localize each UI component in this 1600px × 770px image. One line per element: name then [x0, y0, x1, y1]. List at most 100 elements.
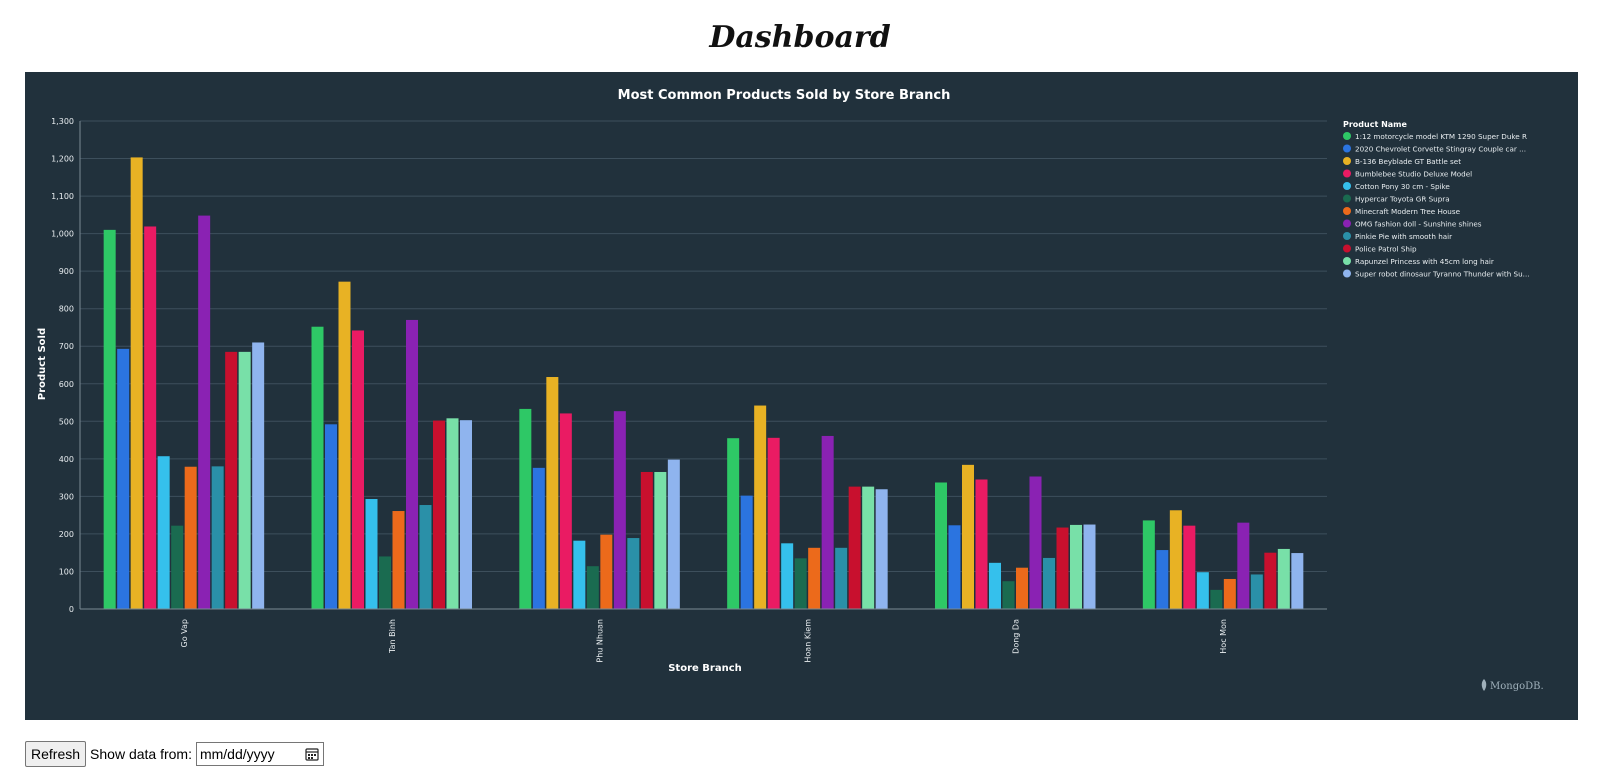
bar[interactable] — [794, 558, 807, 609]
bar[interactable] — [446, 418, 459, 609]
bar[interactable] — [338, 281, 351, 609]
bar[interactable] — [238, 351, 251, 609]
date-placeholder: mm/dd/yyyy — [199, 746, 275, 762]
bar[interactable] — [352, 330, 364, 609]
bar[interactable] — [835, 547, 848, 609]
bar[interactable] — [1156, 550, 1169, 609]
bar[interactable] — [754, 405, 767, 609]
bar[interactable] — [1250, 574, 1263, 609]
bar[interactable] — [1223, 578, 1236, 609]
legend-item-label[interactable]: Bumblebee Studio Deluxe Model — [1355, 170, 1472, 179]
date-input[interactable]: mm/dd/yyyy — [195, 742, 324, 766]
bar[interactable] — [211, 466, 224, 609]
bar[interactable] — [1002, 581, 1015, 609]
bar[interactable] — [419, 505, 432, 609]
bar[interactable] — [1183, 525, 1196, 609]
bar[interactable] — [781, 543, 794, 609]
bar[interactable] — [875, 489, 888, 609]
date-filter-label: Show data from: — [90, 746, 192, 762]
bar[interactable] — [252, 342, 265, 609]
legend-swatch — [1343, 244, 1351, 253]
bar[interactable] — [1210, 589, 1223, 609]
bar[interactable] — [1070, 524, 1082, 609]
bar[interactable] — [627, 538, 640, 609]
legend-item-label[interactable]: Super robot dinosaur Tyranno Thunder wit… — [1355, 270, 1530, 279]
x-tick-label: Hoan Kiem — [803, 619, 812, 663]
bar[interactable] — [379, 556, 391, 609]
bar[interactable] — [962, 464, 974, 609]
bar[interactable] — [198, 215, 211, 609]
bar[interactable] — [640, 471, 653, 609]
x-axis-label: Store Branch — [668, 663, 742, 674]
bar[interactable] — [848, 486, 861, 609]
bar[interactable] — [654, 471, 667, 609]
legend-item-label[interactable]: B-136 Beyblade GT Battle set — [1355, 157, 1461, 166]
legend-item-label[interactable]: Minecraft Modern Tree House — [1355, 207, 1461, 216]
bar[interactable] — [1264, 552, 1277, 609]
bar[interactable] — [325, 424, 337, 609]
legend-item-label[interactable]: Pinkie Pie with smooth hair — [1355, 232, 1452, 241]
bar[interactable] — [225, 351, 238, 609]
y-tick-label: 0 — [69, 605, 74, 614]
bar[interactable] — [144, 226, 157, 609]
bar[interactable] — [1029, 476, 1042, 609]
legend-item-label[interactable]: 2020 Chevrolet Corvette Stingray Couple … — [1355, 145, 1526, 154]
bar[interactable] — [184, 466, 197, 609]
bar[interactable] — [989, 562, 1001, 609]
bar[interactable] — [948, 525, 961, 609]
bar[interactable] — [433, 420, 445, 609]
bar[interactable] — [157, 456, 170, 609]
bar[interactable] — [392, 511, 405, 609]
bar[interactable] — [103, 229, 116, 609]
y-tick-label: 1,000 — [51, 230, 74, 239]
bar[interactable] — [519, 408, 532, 609]
bar[interactable] — [1016, 567, 1028, 609]
bar[interactable] — [862, 486, 875, 609]
bar[interactable] — [808, 547, 821, 609]
y-tick-label: 1,100 — [51, 192, 74, 201]
bar[interactable] — [935, 482, 947, 609]
legend-item-label[interactable]: OMG fashion doll - Sunshine shines — [1355, 220, 1482, 229]
bar[interactable] — [1291, 553, 1304, 609]
bar[interactable] — [600, 534, 613, 609]
bar[interactable] — [821, 435, 834, 609]
bar[interactable] — [365, 499, 378, 609]
bar[interactable] — [1277, 548, 1290, 609]
bar[interactable] — [586, 566, 599, 609]
bar[interactable] — [406, 319, 418, 609]
legend-item-label[interactable]: Hypercar Toyota GR Supra — [1355, 195, 1450, 204]
bar[interactable] — [1169, 510, 1182, 609]
legend-item-label[interactable]: 1:12 motorcycle model KTM 1290 Super Duk… — [1355, 132, 1527, 141]
bar[interactable] — [460, 420, 472, 609]
bar[interactable] — [546, 377, 559, 609]
bar[interactable] — [311, 326, 324, 609]
legend-swatch — [1343, 132, 1351, 140]
y-tick-label: 700 — [59, 342, 74, 351]
bar[interactable] — [1083, 524, 1096, 609]
y-axis-label: Product Sold — [37, 328, 48, 400]
bar[interactable] — [613, 411, 626, 609]
refresh-button[interactable]: Refresh — [25, 741, 87, 767]
bar[interactable] — [559, 413, 572, 609]
bar[interactable] — [1043, 557, 1055, 609]
bar[interactable] — [975, 479, 988, 609]
bar[interactable] — [767, 437, 780, 609]
bar[interactable] — [130, 157, 143, 610]
legend-item-label[interactable]: Cotton Pony 30 cm - Spike — [1355, 182, 1450, 191]
bar[interactable] — [1196, 572, 1209, 609]
legend-item-label[interactable]: Police Patrol Ship — [1355, 245, 1417, 254]
bar[interactable] — [740, 495, 753, 609]
bar[interactable] — [573, 540, 586, 609]
bar[interactable] — [171, 525, 184, 609]
calendar-icon[interactable] — [305, 747, 319, 761]
bar[interactable] — [117, 348, 130, 609]
bar[interactable] — [532, 467, 545, 609]
watermark-text: MongoDB. — [1490, 681, 1544, 692]
bar[interactable] — [667, 459, 680, 609]
bar[interactable] — [1142, 520, 1155, 609]
bar[interactable] — [727, 438, 740, 609]
bar[interactable] — [1237, 522, 1250, 609]
leaf-icon — [1481, 679, 1487, 691]
legend-item-label[interactable]: Rapunzel Princess with 45cm long hair — [1355, 257, 1494, 266]
bar[interactable] — [1056, 527, 1069, 609]
